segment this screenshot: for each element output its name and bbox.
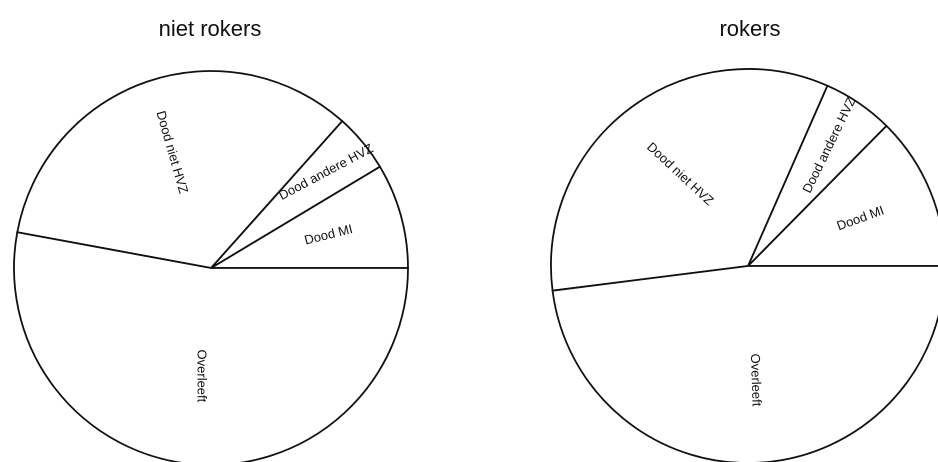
pie-slice-overleeft [551, 265, 938, 462]
pie-slice-dood-mi [745, 124, 938, 267]
slice-label-overleeft: Overleeft [195, 350, 210, 403]
chart-title-rokers: rokers [719, 16, 781, 41]
pie-slice-overleeft [13, 231, 409, 462]
pie-slice-dood-niet-hvz [550, 68, 829, 292]
slice-label-overleeft: Overleeft [748, 353, 765, 407]
chart-title-niet-rokers: niet rokers [158, 16, 262, 41]
pie-slice-dood-mi [207, 165, 409, 269]
pie-slice-dood-niet-hvz [16, 70, 344, 269]
